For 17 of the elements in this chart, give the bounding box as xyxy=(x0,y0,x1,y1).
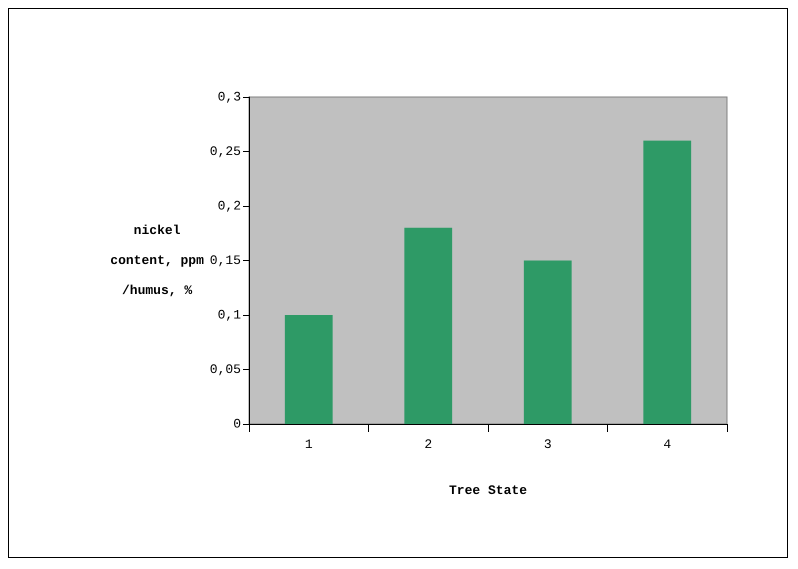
x-tick-label: 2 xyxy=(424,437,432,452)
bar xyxy=(643,140,692,424)
bar xyxy=(284,315,333,424)
y-tick-label: 0,15 xyxy=(210,253,241,268)
x-tick-label: 4 xyxy=(663,437,672,452)
y-tick-label: 0,2 xyxy=(218,198,241,214)
x-tick-label: 1 xyxy=(304,437,313,452)
y-tick-label: 0,1 xyxy=(218,308,242,322)
y-tick-label: 0 xyxy=(233,416,241,432)
y-axis-title: nickel content, ppm /humus, % xyxy=(110,223,204,298)
bar xyxy=(524,260,572,424)
bar xyxy=(404,228,452,424)
y-tick-label: 0,25 xyxy=(210,144,241,159)
y-tick-label: 0,3 xyxy=(218,90,241,104)
x-axis-title: Tree State xyxy=(448,483,528,498)
x-tick-label: 3 xyxy=(544,437,552,452)
y-tick-label: 0,05 xyxy=(210,362,241,377)
